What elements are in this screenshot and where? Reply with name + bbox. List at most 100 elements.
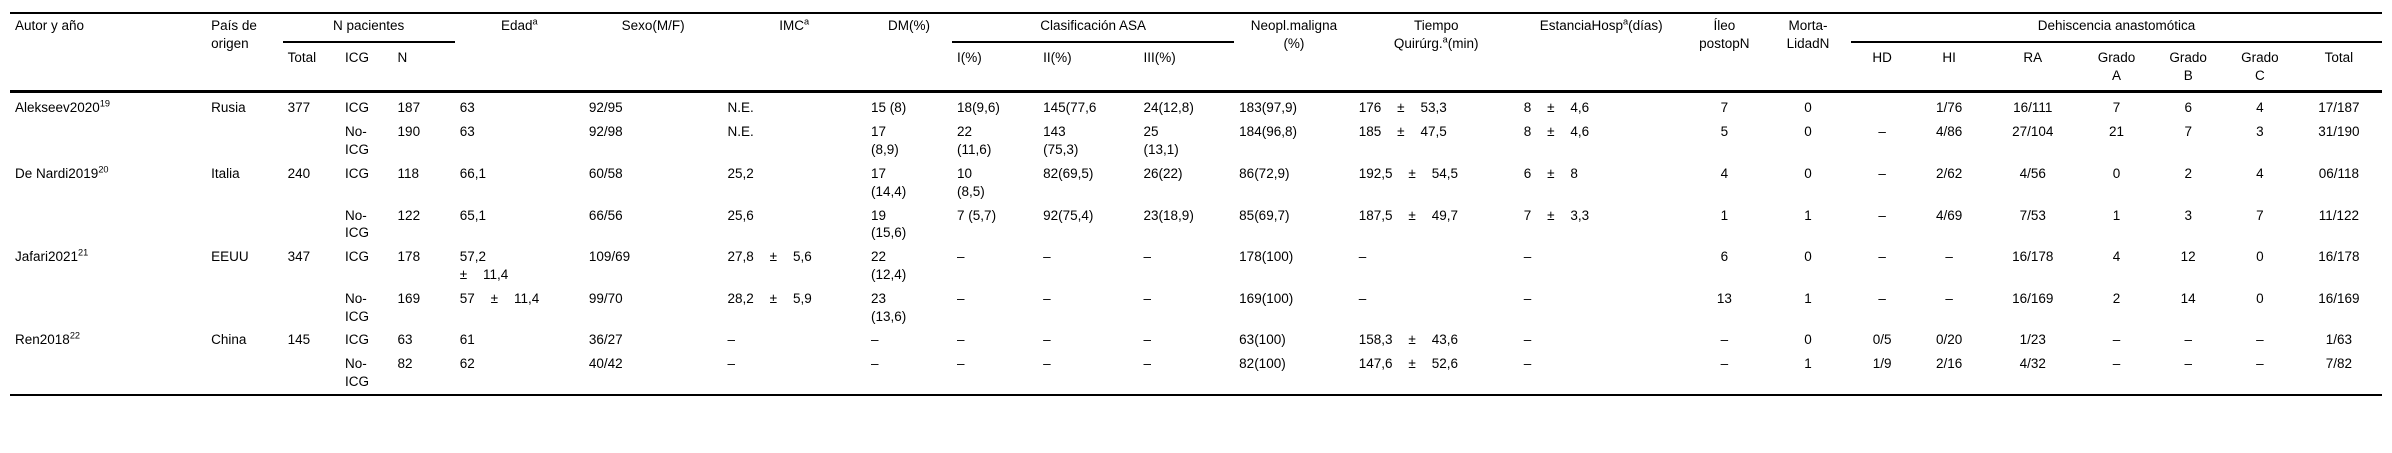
cell-pais [206,352,283,395]
cell-gradoA: – [2112,332,2121,348]
col-subheader-ra: RA [1984,41,2081,94]
cell-hi: 4/69 [1935,207,1963,223]
col-subheader-total-deh: Total [2295,41,2382,94]
cell-estancia: – [1523,332,1532,348]
cell-tiempo: 176 ± 53,3 [1358,100,1447,116]
page: Autor y año País de origen N pacientes E… [10,12,2382,396]
citation-superscript: 22 [69,330,81,341]
cell-neopl: 178(100) [1239,249,1294,265]
cell-morta: 0 [1804,332,1812,348]
cell-asa2: – [1043,290,1051,306]
cell-totalDeh: 11/122 [2318,207,2360,223]
cell-gradoC: 0 [2256,249,2264,265]
cell-sexo: 40/42 [588,356,623,372]
cell-gradoC: 4 [2256,165,2264,181]
cell-imc: 25,6 [727,207,754,223]
table-row: Alekseev202019 Rusia 377 ICG 187 63 92/95 N.E. 1… [10,92,2382,120]
table-row: No- ICG 122 65,1 66/56 25,6 19 (15,6) 7 (5,7) 9… [10,204,2382,246]
cell-tiempo: – [1358,290,1367,306]
cell-total [283,287,340,329]
cell-gradoA: 2 [2112,290,2121,306]
cell-gradoB: – [2184,356,2192,372]
cell-edad: 57 ± 11,4 [459,290,540,306]
cell-grupo: No- ICG [344,290,369,324]
cell-autor: Ren201822 [15,330,81,348]
cell-gradoA: 0 [2112,165,2121,181]
cell-autor: Jafari202121 [15,247,89,265]
col-subheader-icg: ICG [339,41,393,94]
col-subheader-grado-c: Grado C [2224,41,2296,94]
col-header-ileo: Íleo postopN [1683,13,1765,94]
cell-n: 169 [397,290,421,306]
cell-autor [10,120,206,162]
col-subheader-asa-ii: II(%) [1038,41,1139,94]
cell-ra: 4/32 [2019,356,2046,372]
cell-hi: 1/76 [1935,100,1963,116]
cell-autor [10,352,206,395]
col-header-sexo: Sexo(M/F) [583,13,723,94]
cell-asa2: 82(69,5) [1043,165,1094,181]
cell-hd: 0/5 [1872,332,1892,348]
cell-dm: 17 (8,9) [870,124,899,158]
cell-ra: 7/53 [2019,207,2046,223]
cell-n: 118 [397,165,420,181]
footnote-marker: a [532,16,538,27]
cell-tiempo: 185 ± 47,5 [1358,124,1447,140]
cell-pais: Rusia [211,100,246,116]
cell-grupo: ICG [344,332,369,348]
cell-tiempo: 158,3 ± 43,6 [1358,332,1458,348]
table-body: Alekseev202019 Rusia 377 ICG 187 63 92/95 N.E. 1… [10,92,2382,395]
col-subheader-asa-iii: III(%) [1138,41,1235,94]
col-header-edad: Edada [454,13,584,94]
cell-imc: – [727,356,736,372]
cell-pais [206,120,283,162]
cell-ileo: 6 [1720,249,1729,265]
cell-gradoC: 3 [2256,124,2264,140]
cell-pais [206,287,283,329]
cell-asa2: – [1043,356,1051,372]
cell-gradoC: 4 [2256,100,2264,116]
cell-totalDeh: 06/118 [2318,165,2360,181]
cell-ileo: 5 [1720,124,1729,140]
cell-grupo: No- ICG [344,124,369,158]
cell-hi: – [1945,290,1953,306]
cell-total [283,204,340,246]
cell-gradoB: 2 [2184,165,2192,181]
cell-autor [10,287,206,329]
cell-morta: 1 [1804,290,1812,306]
cell-neopl: 85(69,7) [1239,207,1290,223]
header-text: IMC [779,18,805,33]
cell-asa1: – [957,356,965,372]
cell-morta: 1 [1804,356,1812,372]
cell-edad: 66,1 [459,165,486,181]
cell-neopl: 86(72,9) [1239,165,1290,181]
cell-hd: – [1878,249,1886,265]
cell-gradoA: 1 [2112,207,2121,223]
cell-hd: 1/9 [1872,356,1892,372]
cell-grupo: No- ICG [344,356,369,389]
cell-gradoB: 3 [2184,207,2192,223]
cell-edad: 63 [459,100,475,116]
cell-total [283,120,340,162]
col-subheader-asa-i: I(%) [952,41,1039,94]
cell-edad: 61 [459,332,475,348]
table-header: Autor y año País de origen N pacientes E… [10,13,2382,94]
cell-totalDeh: 16/169 [2318,290,2360,306]
cell-total: 347 [287,249,311,265]
cell-grupo: No- ICG [344,207,369,241]
col-subheader-hi: HI [1913,41,1985,94]
col-header-dm: DM(%) [865,13,953,94]
cell-grupo: ICG [344,165,369,181]
cell-n: 82 [397,356,413,372]
col-group-dehiscencia: Dehiscencia anastomótica [1851,13,2382,43]
cell-sexo: 109/69 [588,249,631,265]
cell-sexo: 92/95 [588,100,623,116]
cell-gradoB: 6 [2184,100,2192,116]
cell-totalDeh: 17/187 [2318,100,2360,116]
cell-asa3: 23(18,9) [1143,207,1194,223]
cell-asa1: – [957,332,965,348]
cell-ra: 1/23 [2019,332,2046,348]
col-header-estancia: EstanciaHospa(días) [1518,13,1684,94]
cell-morta: 1 [1804,207,1812,223]
cell-gradoA: 4 [2112,249,2121,265]
